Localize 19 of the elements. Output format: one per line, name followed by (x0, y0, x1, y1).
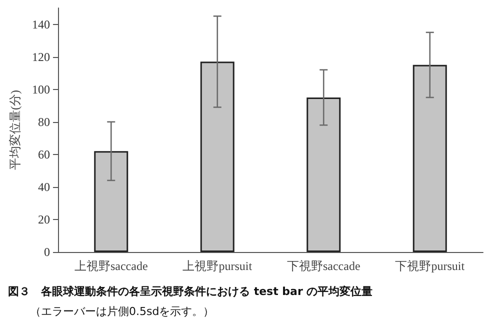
y-tick-label: 120 (32, 50, 50, 64)
y-tick-label: 140 (32, 17, 50, 32)
caption: 図３ 各眼球運動条件の各呈示視野条件における test bar の平均変位量 (8, 285, 373, 298)
y-tick-label: 20 (38, 212, 50, 226)
x-tick-label: 上視野pursuit (182, 259, 253, 273)
x-tick-label: 下視野pursuit (395, 259, 466, 273)
bar (200, 62, 234, 252)
y-tick-label: 80 (38, 114, 50, 129)
x-tick-label: 下視野saccade (286, 259, 360, 273)
bar (94, 151, 128, 252)
bar (412, 64, 447, 252)
y-axis-title: 平均変位量(分) (8, 90, 22, 170)
bar (306, 97, 341, 252)
x-tick-label: 上視野saccade (74, 259, 148, 273)
text: （エラーバーは片側0.5sdを示す。） (30, 305, 214, 318)
y-tick-label: 100 (32, 82, 50, 96)
y-tick-label: 40 (38, 180, 50, 194)
y-tick-label: 60 (38, 147, 50, 162)
y-tick-label: 0 (44, 245, 50, 259)
